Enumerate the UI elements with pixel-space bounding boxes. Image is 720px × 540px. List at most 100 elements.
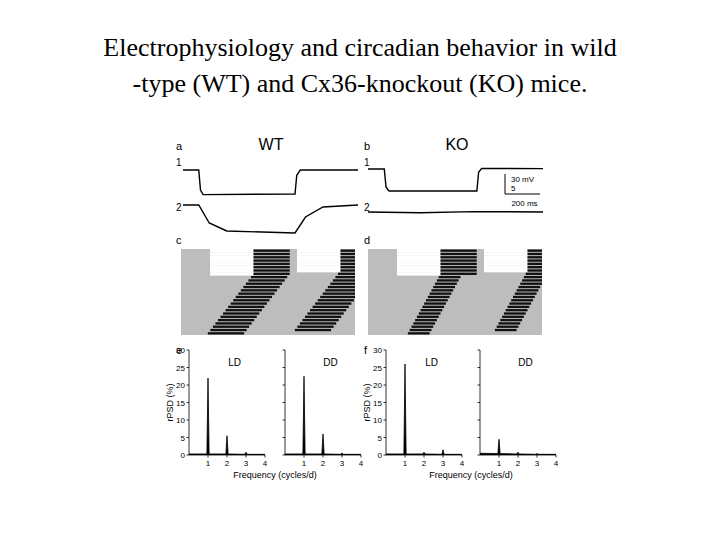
activity-bout: [226, 309, 262, 311]
periodogram-area: [189, 378, 265, 455]
y-tick: [283, 455, 286, 456]
activity-bout: [313, 306, 349, 308]
x-tick: [342, 455, 343, 458]
panel-label: d: [364, 234, 370, 246]
x-tick: [462, 455, 463, 458]
y-tick: [187, 455, 190, 456]
activity-bout: [305, 316, 341, 318]
x-tick-label: 3: [441, 459, 446, 468]
activity-bout: [231, 302, 267, 304]
y-tick: [384, 402, 387, 403]
activity-bout: [511, 299, 533, 301]
activity-bout: [315, 302, 351, 304]
activity-bout: [515, 292, 537, 294]
activity-bout: [413, 322, 435, 324]
x-tick: [443, 455, 444, 458]
group-label: WT: [259, 136, 284, 153]
x-tick: [208, 455, 209, 458]
light-phase: [210, 266, 254, 270]
activity-bout: [254, 269, 290, 271]
light-phase: [297, 249, 341, 253]
background: [0, 0, 720, 540]
activity-bout: [295, 329, 331, 331]
activity-bout: [341, 266, 356, 268]
activity-bout: [308, 312, 344, 314]
x-tick: [424, 455, 425, 458]
activity-bout: [320, 296, 355, 298]
panel-label: b: [364, 140, 370, 152]
light-phase: [210, 256, 254, 260]
y-tick: [283, 385, 286, 386]
activity-bout: [241, 289, 277, 291]
actogram-background: [181, 249, 355, 335]
activity-bout: [341, 259, 356, 261]
activity-bout: [433, 286, 455, 288]
y-tick-label: 25: [373, 364, 382, 373]
y-tick-label: 10: [176, 416, 185, 425]
x-tick: [405, 455, 406, 458]
activity-bout: [223, 312, 259, 314]
activity-bout: [243, 286, 279, 288]
activity-bout: [341, 253, 356, 255]
voltage-trace: [183, 170, 358, 195]
trace-label: 1: [364, 157, 370, 168]
activity-bout: [330, 283, 355, 285]
x-tick: [537, 455, 538, 458]
plot-area: [386, 364, 462, 455]
activity-bout: [254, 273, 290, 275]
light-phase: [210, 262, 254, 266]
activity-bout: [248, 279, 284, 281]
actogram: [181, 249, 355, 335]
light-phase: [397, 259, 441, 263]
y-tick: [384, 350, 387, 351]
y-tick: [384, 455, 387, 456]
figure: Electrophysiology and circadian behavior…: [0, 0, 720, 540]
panel-label: a: [176, 140, 183, 152]
light-phase: [484, 269, 528, 273]
activity-bout: [506, 309, 528, 311]
y-tick-label: 25: [176, 364, 185, 373]
subplot-title: LD: [228, 357, 241, 368]
activity-bout: [341, 249, 356, 251]
y-tick: [187, 437, 190, 438]
activity-bout: [441, 273, 477, 275]
activity-bout: [431, 289, 453, 291]
light-phase: [484, 259, 528, 263]
subplot-title: DD: [323, 357, 337, 368]
activity-bout: [499, 322, 521, 324]
activity-bout: [318, 299, 354, 301]
activity-bout: [522, 279, 542, 281]
activity-bout: [508, 306, 530, 308]
title: Electrophysiology and circadian behavior…: [103, 33, 616, 62]
activity-bout: [246, 283, 282, 285]
activity-bout: [504, 312, 526, 314]
x-tick: [518, 455, 519, 458]
y-tick: [187, 420, 190, 421]
plot-area: [189, 378, 265, 455]
x-tick-label: 3: [535, 459, 540, 468]
y-tick: [478, 420, 481, 421]
x-tick-label: 3: [340, 459, 345, 468]
activity-bout: [341, 269, 356, 271]
activity-bout: [410, 329, 432, 331]
x-tick-label: 4: [263, 459, 268, 468]
light-phase: [484, 256, 528, 260]
y-tick: [384, 437, 387, 438]
light-phase: [397, 249, 441, 253]
light-phase: [397, 272, 441, 276]
scale-label: 30 mV: [511, 175, 535, 184]
activity-bout: [424, 302, 446, 304]
light-phase: [297, 262, 341, 266]
y-tick-label: 30: [176, 346, 185, 355]
y-tick: [187, 402, 190, 403]
y-tick-label: 0: [378, 451, 383, 460]
x-tick-label: 4: [554, 459, 559, 468]
activity-bout: [328, 286, 355, 288]
x-tick-label: 1: [403, 459, 408, 468]
plot-area: [480, 439, 556, 455]
x-tick: [323, 455, 324, 458]
activity-bout: [430, 292, 452, 294]
periodogram-area: [285, 376, 361, 455]
activity-bout: [524, 276, 542, 278]
y-tick: [384, 420, 387, 421]
